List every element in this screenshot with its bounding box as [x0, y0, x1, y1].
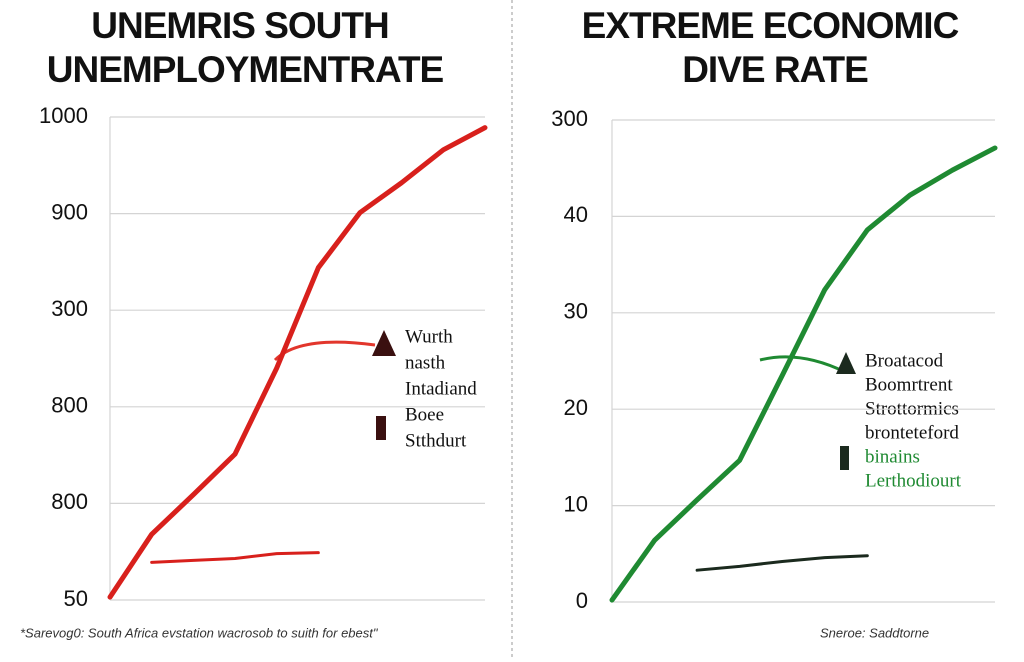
y-tick-label: 10: [564, 491, 588, 516]
annotation: nasth: [405, 352, 446, 373]
y-tick-label: 800: [51, 393, 88, 418]
annotation: Wurth: [405, 326, 453, 347]
arrow-head: [372, 330, 396, 356]
y-tick-label: 50: [64, 586, 88, 611]
arrow-head: [836, 352, 856, 374]
icon: [376, 416, 386, 440]
icon: [840, 446, 849, 470]
annotation: binains: [865, 446, 920, 467]
y-tick-label: 300: [51, 296, 88, 321]
chart-title: EXTREME ECONOMIC: [582, 5, 959, 46]
source: *Sarevog0: South Africa evstation wacros…: [20, 625, 379, 640]
annotation: Broatacod: [865, 350, 944, 371]
chart-title: UNEMPLOYMENTRATE: [47, 49, 444, 90]
y-tick-label: 300: [551, 106, 588, 131]
annotation: Boomrtrent: [865, 374, 953, 395]
annotation: Intadiand: [405, 378, 477, 399]
y-tick-label: 30: [564, 299, 588, 324]
y-tick-label: 900: [51, 199, 88, 224]
chart-title: DIVE RATE: [682, 49, 868, 90]
line-series: [609, 145, 998, 603]
y-tick-label: 40: [564, 202, 588, 227]
y-tick-label: 0: [576, 588, 588, 613]
line-series: [695, 554, 869, 572]
y-tick-label: 1000: [39, 103, 88, 128]
chart-title: UNEMRIS SOUTH: [91, 5, 388, 46]
arrow: [759, 355, 846, 374]
annotation: Stthdurt: [405, 430, 467, 451]
y-tick-label: 20: [564, 395, 588, 420]
y-tick-label: 800: [51, 489, 88, 514]
annotation: Lerthodiourt: [865, 470, 962, 491]
arrow: [273, 340, 376, 362]
source: Sneroe: Saddtorne: [820, 625, 929, 640]
annotation: Boee: [405, 404, 444, 425]
annotation: bronteteford: [865, 422, 959, 443]
line-series: [107, 125, 488, 600]
line-series: [150, 551, 320, 564]
